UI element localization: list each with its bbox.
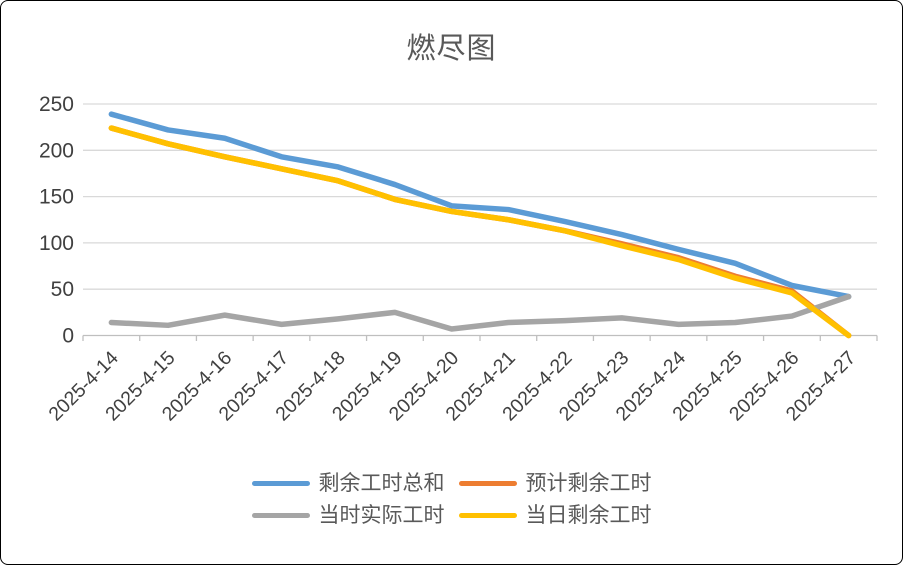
legend-label-daily-remaining: 当日剩余工时 (525, 504, 652, 528)
series-line-daily-remaining (108, 125, 852, 339)
legend-label-actual-hours: 当时实际工时 (318, 504, 445, 528)
chart-title: 燃尽图 (406, 33, 497, 65)
y-tick-label: 100 (39, 232, 74, 255)
legend-label-remaining-total: 剩余工时总和 (318, 472, 445, 495)
y-tick-label: 250 (39, 93, 74, 116)
legend-label-estimated-remaining: 预计剩余工时 (525, 472, 652, 495)
legend-item-daily-remaining: 当日剩余工时 (458, 503, 652, 528)
legend-item-estimated-remaining: 预计剩余工时 (458, 471, 652, 496)
legend-row: 剩余工时总和 预计剩余工时 (251, 471, 652, 496)
legend-swatch-remaining-total (251, 481, 310, 487)
y-tick-label: 0 (62, 325, 74, 348)
legend-row: 当时实际工时 当日剩余工时 (251, 503, 652, 528)
legend-item-remaining-total: 剩余工时总和 (251, 471, 445, 496)
legend-swatch-daily-remaining (458, 513, 517, 519)
y-tick-label: 50 (51, 278, 74, 301)
legend-item-actual-hours: 当时实际工时 (251, 503, 445, 528)
y-tick-label: 150 (39, 186, 74, 209)
legend-swatch-estimated-remaining (458, 481, 517, 487)
chart-legend: 剩余工时总和 预计剩余工时当时实际工时 当日剩余工时 (1, 471, 902, 528)
series-line-actual-hours (108, 293, 852, 332)
series-line-estimated-remaining (108, 125, 852, 339)
series-line-remaining-total (108, 111, 852, 300)
legend-swatch-actual-hours (251, 513, 310, 519)
y-tick-label: 200 (39, 139, 74, 162)
